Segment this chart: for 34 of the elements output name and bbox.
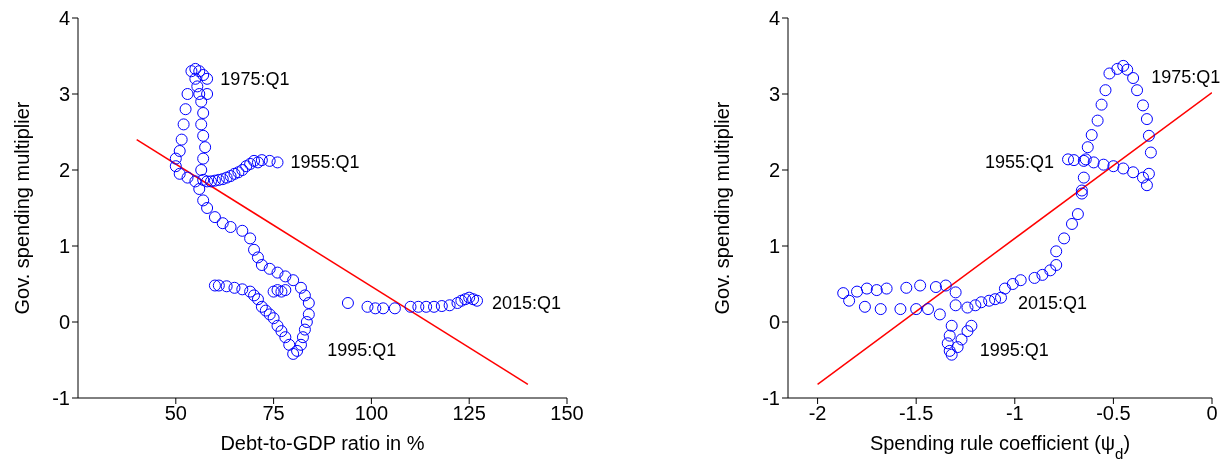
y-tick-label: 2 [768,159,780,182]
x-tick-label: 75 [262,402,285,425]
x-axis-title: Debt-to-GDP ratio in % [220,432,425,454]
annotation: 1975:Q1 [1151,66,1221,87]
annotation: 2015:Q1 [492,292,562,313]
y-tick-label: 4 [58,7,70,30]
x-tick-label: 0 [1206,402,1218,425]
annotation: 1995:Q1 [979,339,1049,360]
y-tick-label: 1 [768,235,780,258]
x-tick-label: 50 [164,402,187,425]
y-tick-label: 3 [768,83,780,106]
y-tick-label: 1 [58,235,70,258]
y-tick-label: -1 [762,387,780,410]
x-tick-label: -1.5 [898,402,934,425]
y-tick-label: 4 [768,7,780,30]
annotation: 1975:Q1 [220,68,290,89]
annotation: 1955:Q1 [290,152,360,173]
annotation: 1995:Q1 [327,339,397,360]
x-tick-label: -0.5 [1096,402,1131,425]
y-tick-label: 0 [58,311,70,334]
y-tick-label: -1 [52,387,70,410]
x-tick-label: 100 [354,402,389,425]
x-tick-label: -2 [808,402,827,425]
x-axis-title: Spending rule coefficient (ψ$_{d}$) [869,432,1131,459]
y-axis-title: Gov. spending multiplier [711,101,733,315]
x-tick-label: 150 [550,402,584,425]
x-tick-label: 125 [452,402,486,425]
y-tick-label: 2 [58,159,70,182]
annotation: 2015:Q1 [1017,292,1088,313]
y-axis-title: Gov. spending multiplier [11,101,33,315]
y-tick-label: 0 [768,311,780,334]
y-tick-label: 3 [58,83,70,106]
annotation: 1955:Q1 [984,152,1055,173]
x-tick-label: -1 [1005,402,1024,425]
